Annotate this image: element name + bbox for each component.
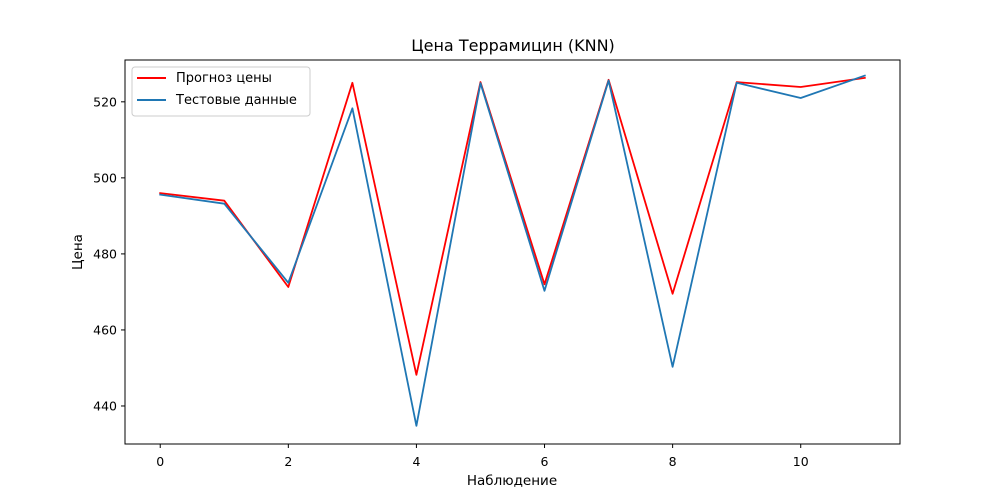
legend-label-test-data: Тестовые данные	[175, 93, 297, 108]
y-axis-label: Цена	[70, 234, 86, 270]
x-tick-label: 0	[156, 454, 164, 469]
x-tick-label: 8	[669, 454, 677, 469]
x-axis-ticks: 0 2 4 6 8 10	[156, 444, 809, 469]
series-line-forecast	[159, 76, 866, 376]
y-tick-label: 500	[93, 170, 117, 185]
x-tick-label: 2	[284, 454, 292, 469]
legend-box	[131, 66, 311, 117]
x-tick-label: 4	[412, 454, 420, 469]
y-tick-label: 460	[93, 322, 117, 337]
legend-label-forecast: Прогноз цены	[176, 71, 272, 86]
chart-title: Цена Террамицин (KNN)	[411, 36, 615, 55]
y-tick-label: 480	[93, 246, 117, 261]
legend: Прогноз цены Тестовые данные	[131, 66, 311, 117]
x-tick-label: 6	[541, 454, 549, 469]
plot-frame	[124, 59, 901, 445]
y-axis-ticks: 440 460 480 500 520	[93, 94, 125, 413]
x-axis-label: Наблюдение	[467, 473, 557, 489]
y-tick-label: 520	[93, 94, 117, 109]
series-line-test-data	[159, 74, 866, 427]
series-layer	[159, 74, 866, 427]
y-tick-label: 440	[93, 398, 117, 413]
x-tick-label: 10	[793, 454, 809, 469]
